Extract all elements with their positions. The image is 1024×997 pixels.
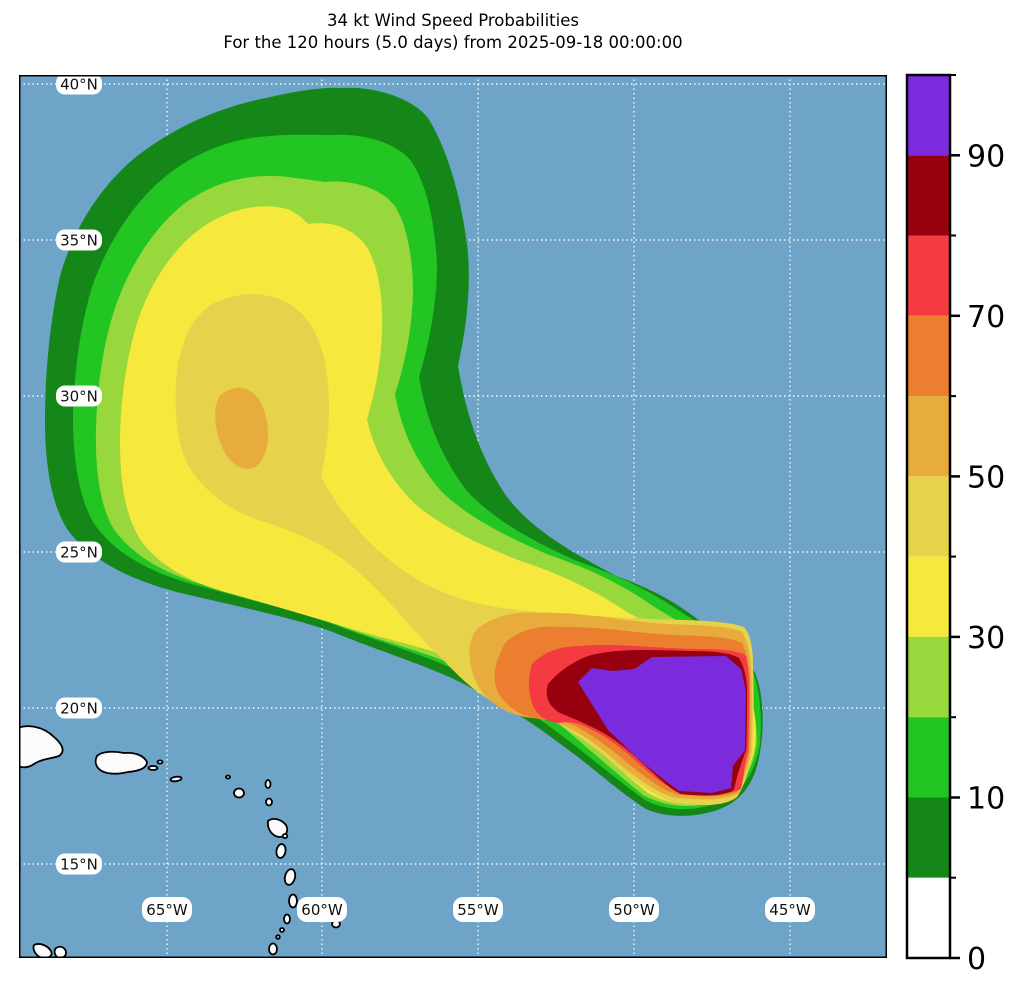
svg-text:65°W: 65°W xyxy=(146,901,188,919)
colorbar-ticks xyxy=(950,74,960,960)
svg-text:45°W: 45°W xyxy=(769,901,811,919)
coast-fragments-south xyxy=(32,943,67,958)
svg-text:40°N: 40°N xyxy=(60,76,98,94)
colorbar-tick-labels: 0 10 30 50 70 90 xyxy=(967,139,1005,977)
contour-band-ge50-core-nw xyxy=(215,387,269,469)
islands-virgin xyxy=(147,759,183,783)
lon-label-45w: 45°W xyxy=(765,897,815,922)
lat-label-35n: 35°N xyxy=(56,229,102,251)
svg-text:30°N: 30°N xyxy=(60,388,98,406)
chart-title: 34 kt Wind Speed Probabilities xyxy=(327,11,579,30)
lat-label-20n: 20°N xyxy=(56,697,102,719)
islands-lesser-antilles xyxy=(225,774,341,956)
lat-label-15n: 15°N xyxy=(56,853,102,875)
island-hispaniola xyxy=(19,725,64,769)
landmasses xyxy=(19,725,341,958)
lat-label-40n: 40°N xyxy=(56,75,102,95)
svg-text:20°N: 20°N xyxy=(60,700,98,718)
lon-label-55w: 55°W xyxy=(453,897,503,922)
graticule-labels: 40°N 35°N 30°N 25°N 20°N 15°N 65°W 60°W … xyxy=(56,75,815,922)
lat-label-25n: 25°N xyxy=(56,541,102,563)
colorbar-label-0: 0 xyxy=(967,942,986,977)
svg-text:55°W: 55°W xyxy=(457,901,499,919)
svg-text:25°N: 25°N xyxy=(60,544,98,562)
lon-label-65w: 65°W xyxy=(142,897,192,922)
colorbar-frame xyxy=(905,73,952,960)
colorbar-label-50: 50 xyxy=(967,460,1005,495)
lon-label-50w: 50°W xyxy=(609,897,659,922)
map-plot: 40°N 35°N 30°N 25°N 20°N 15°N 65°W 60°W … xyxy=(19,75,887,958)
contour-field xyxy=(45,87,763,816)
colorbar-label-90: 90 xyxy=(967,139,1005,174)
svg-text:15°N: 15°N xyxy=(60,856,98,874)
colorbar-label-10: 10 xyxy=(967,782,1005,817)
lon-label-60w: 60°W xyxy=(297,897,347,922)
island-puerto-rico xyxy=(94,750,148,775)
svg-text:35°N: 35°N xyxy=(60,232,98,250)
colorbar-label-70: 70 xyxy=(967,300,1005,335)
contour-band-ge90 xyxy=(578,656,746,793)
chart-subtitle: For the 120 hours (5.0 days) from 2025-0… xyxy=(223,33,683,52)
colorbar: 0 10 30 50 70 90 xyxy=(905,73,1005,977)
chart-title-block: 34 kt Wind Speed Probabilities For the 1… xyxy=(19,10,887,54)
lat-label-30n: 30°N xyxy=(56,385,102,407)
svg-text:60°W: 60°W xyxy=(301,901,343,919)
svg-text:50°W: 50°W xyxy=(613,901,655,919)
colorbar-label-30: 30 xyxy=(967,621,1005,656)
colorbar-segments xyxy=(907,75,950,958)
